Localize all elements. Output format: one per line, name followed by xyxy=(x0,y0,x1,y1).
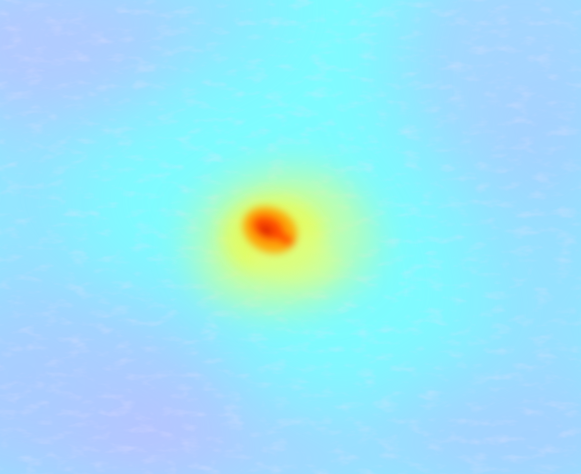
hotspot xyxy=(242,206,298,254)
hotspot-core-group xyxy=(242,206,298,254)
hotspot-red-tail xyxy=(276,233,294,245)
hotspot-peak xyxy=(259,225,273,235)
